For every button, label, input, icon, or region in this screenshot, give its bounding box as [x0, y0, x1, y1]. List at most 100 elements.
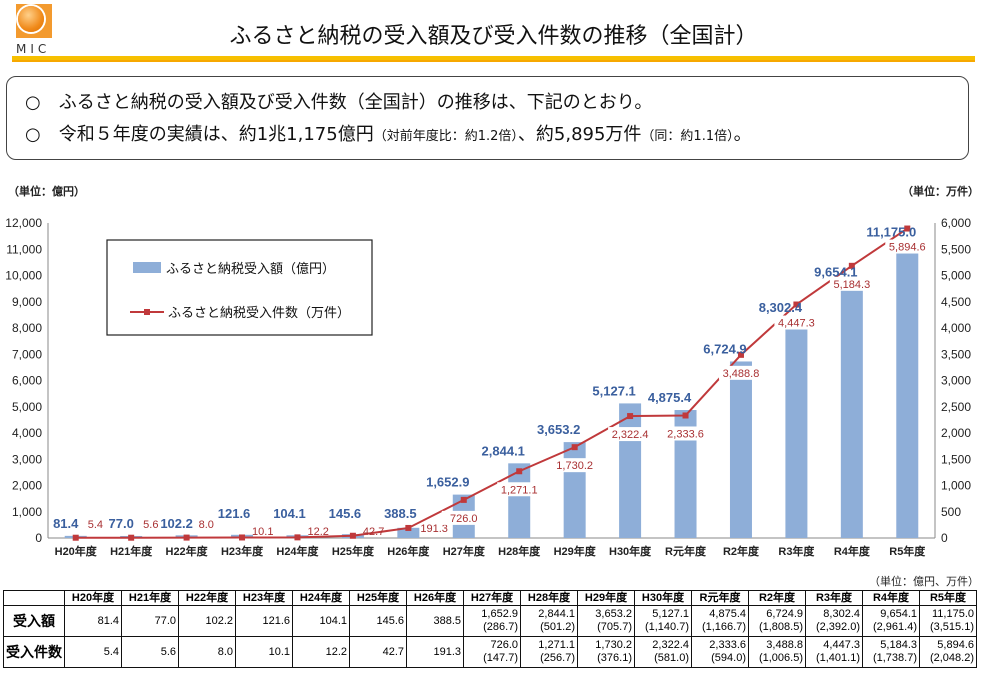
x-tick-label: H21年度: [110, 544, 153, 558]
chart: 0 1,000 2,000 3,000 4,000 5,000 6,000 7,000 8,00…: [5, 216, 971, 558]
cell-subvalue: (1,808.5): [758, 621, 803, 633]
line-label-bg: [663, 426, 708, 441]
right-tick-label: 2,500: [941, 400, 971, 414]
column-header: H24年度: [292, 590, 350, 606]
count-value-label: 8.0: [199, 519, 214, 531]
cell-subvalue: (501.2): [540, 621, 575, 633]
table-cell: 9,654.1 (2,961.4): [862, 605, 920, 637]
legend-bar-label: ふるさと納税受入額（億円）: [166, 261, 335, 276]
left-tick-label: 0: [35, 531, 42, 545]
count-value-label: 726.0: [450, 513, 478, 525]
count-point: [848, 262, 855, 269]
count-value-label: 191.3: [420, 523, 448, 535]
bar-value-label: 81.4: [53, 516, 79, 531]
table-cell: 42.7: [349, 636, 407, 668]
count-point: [904, 225, 911, 232]
right-tick-label: 5,500: [941, 242, 971, 256]
table-cell: 5,894.6 (2,048.2): [919, 636, 977, 668]
summary-text: ふるさと納税の受入額及び受入件数（全国計）の推移は、下記のとおり。: [58, 92, 653, 113]
summary-note: （対前年度比：約1.2倍）: [373, 129, 518, 144]
cell-value: 2,844.1: [538, 608, 575, 620]
column-header: R2年度: [748, 590, 806, 606]
bar-value-label: 6,724.9: [703, 341, 746, 356]
left-tick-label: 4,000: [12, 426, 42, 440]
bar: [508, 463, 531, 538]
left-tick-label: 8,000: [12, 321, 42, 335]
summary-text: 。: [733, 124, 752, 145]
table-cell: 12.2: [292, 636, 350, 668]
cell-value: 5,127.1: [652, 608, 689, 620]
table-cell: 5.4: [64, 636, 122, 668]
table-cell: 4,875.4 (1,166.7): [691, 605, 749, 637]
count-value-label: 1,730.2: [556, 460, 593, 472]
cell-value: 8,302.4: [823, 608, 860, 620]
bar: [674, 410, 697, 538]
count-point: [239, 534, 246, 541]
bar: [563, 442, 586, 538]
count-line: [75, 227, 908, 539]
bar-value-label: 104.1: [273, 506, 306, 521]
cell-value: 10.1: [268, 645, 290, 658]
line-label-bg: [718, 365, 763, 380]
legend: [106, 239, 373, 336]
bar: [785, 320, 808, 538]
title-underline: [12, 56, 975, 62]
x-tick-label: H25年度: [332, 544, 375, 558]
cell-value: 5,184.3: [880, 639, 917, 651]
right-axis-unit: （単位：万件）: [902, 185, 979, 198]
column-header: H28年度: [520, 590, 578, 606]
cell-subvalue: (594.0): [711, 652, 746, 664]
cell-subvalue: (2,392.0): [815, 621, 860, 633]
cell-value: 77.0: [154, 614, 176, 627]
count-point: [128, 534, 135, 541]
cell-subvalue: (3,515.1): [929, 621, 974, 633]
left-tick-label: 12,000: [5, 216, 42, 230]
bar-value-label: 121.6: [218, 506, 251, 521]
legend-line-label: ふるさと納税受入件数（万件）: [168, 305, 350, 320]
right-tick-label: 0: [941, 531, 948, 545]
cell-value: 2,333.6: [709, 639, 746, 651]
cell-value: 42.7: [382, 645, 404, 658]
left-tick-label: 3,000: [12, 452, 42, 466]
right-tick-label: 1,000: [941, 479, 971, 493]
column-header: R5年度: [919, 590, 977, 606]
cell-value: 145.6: [376, 614, 404, 627]
x-tick-label: H20年度: [55, 544, 98, 558]
line-label-bg: [552, 458, 597, 473]
column-header: H23年度: [235, 590, 293, 606]
x-tick-label: H24年度: [276, 544, 319, 558]
table-cell: 8.0: [178, 636, 236, 668]
x-tick-label: R元年度: [665, 544, 707, 558]
column-header: H29年度: [577, 590, 635, 606]
right-tick-label: 2,000: [941, 426, 971, 440]
column-header: R3年度: [805, 590, 863, 606]
cell-value: 5.6: [160, 645, 176, 658]
cell-value: 3,653.2: [595, 608, 632, 620]
table-cell: 145.6: [349, 605, 407, 637]
column-header: H20年度: [64, 590, 122, 606]
count-value-label: 5.6: [143, 519, 158, 531]
line-label-bg: [497, 482, 542, 497]
cell-subvalue: (2,048.2): [929, 652, 974, 664]
table-cell: 104.1: [292, 605, 350, 637]
x-tick-label: H22年度: [166, 544, 209, 558]
cell-subvalue: (256.7): [540, 652, 575, 664]
bar: [397, 527, 420, 538]
count-point: [294, 534, 301, 541]
count-value-label: 2,322.4: [612, 429, 649, 441]
right-tick-label: 5,000: [941, 269, 971, 283]
bar-value-label: 9,654.1: [814, 265, 857, 280]
cell-subvalue: (286.7): [483, 621, 518, 633]
cell-subvalue: (1,738.7): [872, 652, 917, 664]
table-cell: 1,271.1 (256.7): [520, 636, 578, 668]
logo-text: MIC: [16, 42, 51, 56]
cell-value: 1,652.9: [481, 608, 518, 620]
x-tick-label: R4年度: [834, 544, 871, 558]
summary-box: ○ ふるさと納税の受入額及び受入件数（全国計）の推移は、下記のとおり。 ○ 令和…: [6, 76, 969, 160]
x-tick-label: H26年度: [387, 544, 430, 558]
x-tick-label: R3年度: [778, 544, 815, 558]
left-axis-unit: （単位：億円）: [8, 185, 85, 198]
corner-cell: [3, 590, 65, 606]
cell-value: 12.2: [325, 645, 347, 658]
cell-value: 4,875.4: [709, 608, 746, 620]
